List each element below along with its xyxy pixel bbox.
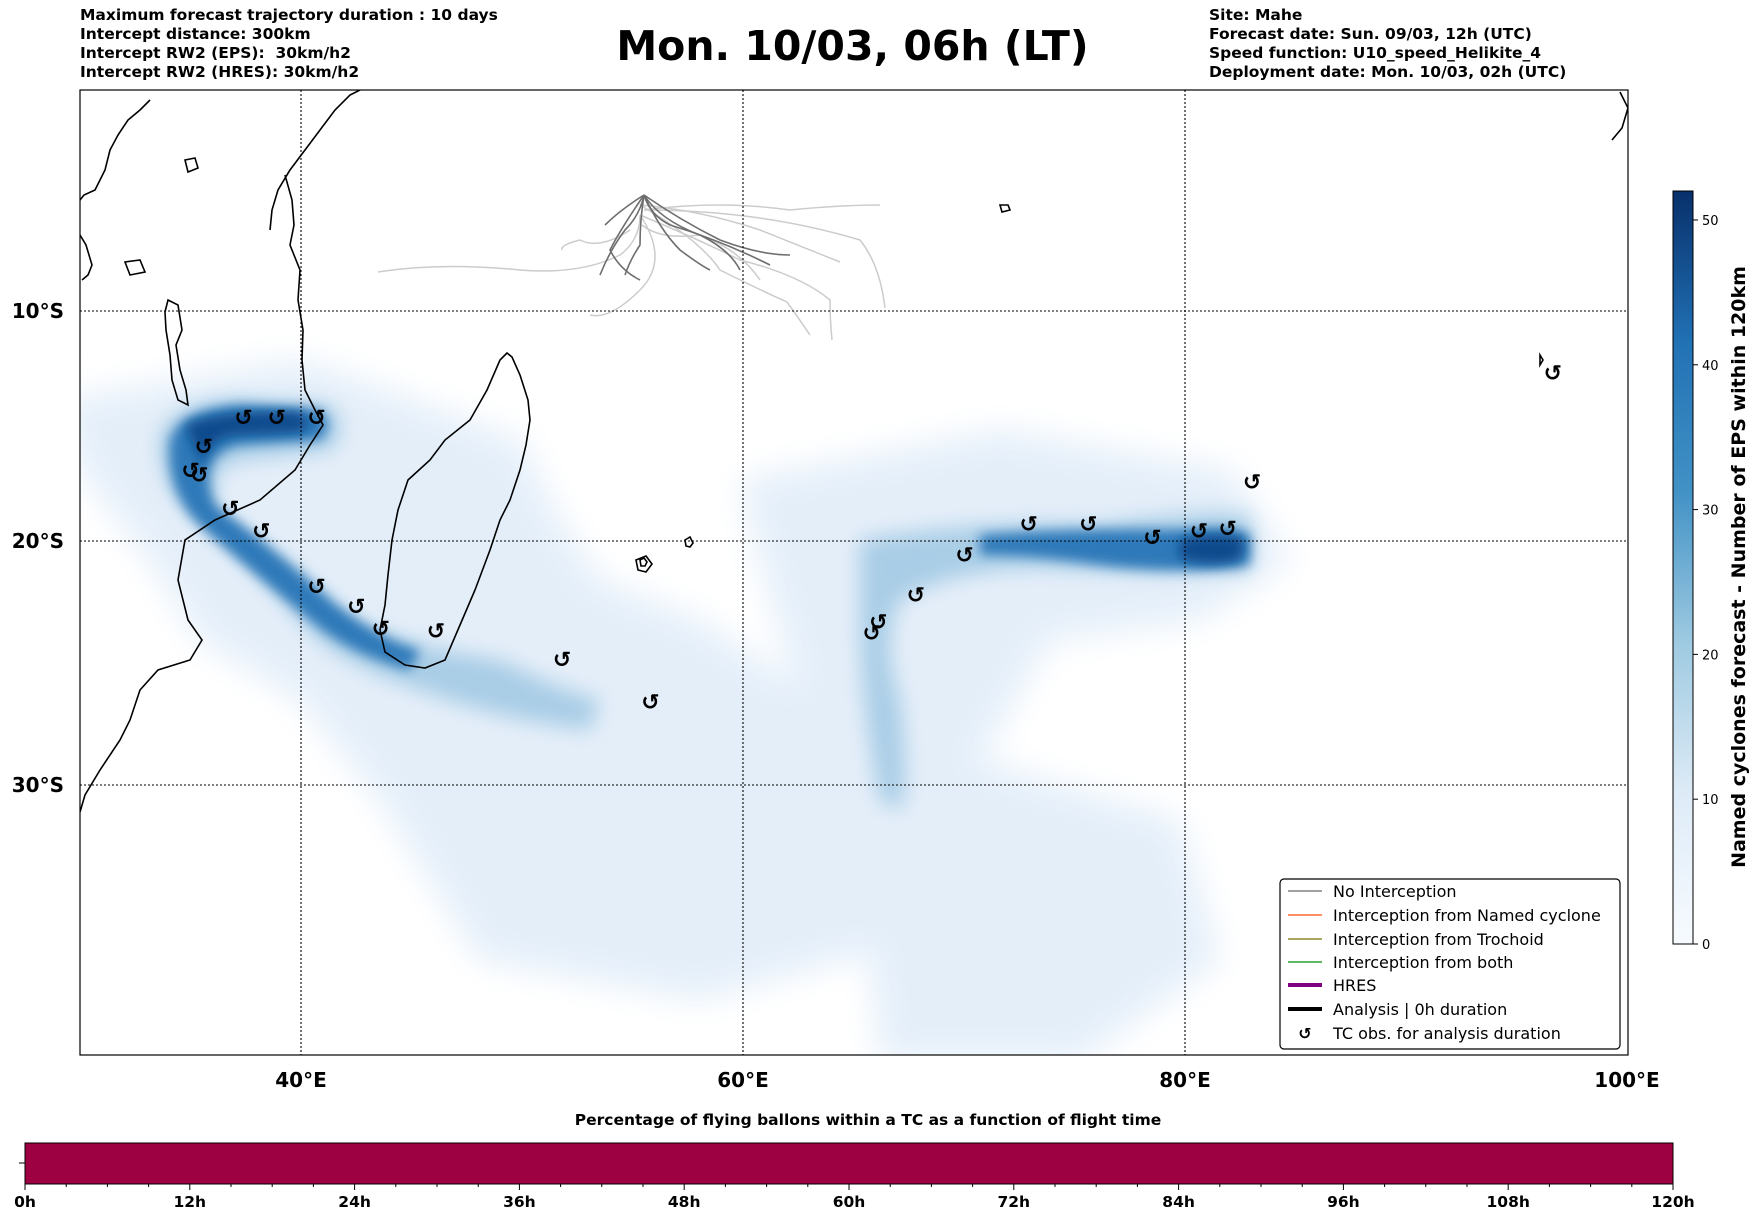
colorbar-tick-label: 10 [1702,793,1719,808]
flight-time-tick-label: 12h [173,1193,206,1211]
tc-observation-marker: ↺ [190,464,208,489]
legend-hres: HRES [1333,976,1376,995]
tc-observation-marker: ↺ [1243,470,1261,495]
tc-observation-marker: ↺ [641,691,659,716]
tc-observation-markers: ↺ ↺ ↺ ↺ ↺ ↺ ↺ ↺ ↺ ↺ ↺ ↺ ↺ ↺ ↺ ↺ ↺ ↺ ↺ ↺ ↺ ↺ ↺ ↺ ↺ [181,361,1562,715]
header-line-deployment-date: Deployment date: Mon. 10/03, 02h (UTC) [1209,63,1567,81]
colorbar-tick-label: 20 [1702,648,1719,663]
coastlines [80,90,1628,813]
header-line-intercept-distance: Intercept distance: 300km [80,25,311,43]
tc-observation-marker: ↺ [307,406,325,431]
colorbar-tick-label: 0 [1702,938,1710,953]
colorbar-label: Named cyclones forecast - Number of EPS … [1728,266,1750,868]
tc-observation-marker: ↺ [372,617,390,642]
tc-observation-marker: ↺ [195,435,213,460]
tc-observation-marker: ↺ [1019,513,1037,538]
colorbar-tick-label: 50 [1702,214,1719,229]
tc-observation-marker: ↺ [234,406,252,431]
cyclone-density-field [80,360,1290,1055]
tc-observation-marker: ↺ [869,610,887,635]
legend-no-interception: No Interception [1333,882,1457,901]
flight-time-tick-label: 96h [1327,1193,1360,1211]
flight-time-tick-label: 36h [503,1193,536,1211]
flight-time-bar: Percentage of flying ballons within a TC… [14,1111,1695,1211]
legend-analysis: Analysis | 0h duration [1333,1000,1507,1019]
lon-label-40e: 40°E [275,1068,327,1092]
flight-time-tick-label: 60h [833,1193,866,1211]
tc-observation-marker: ↺ [1544,361,1562,386]
lon-label-60e: 60°E [717,1068,769,1092]
header-line-rw2-hres: Intercept RW2 (HRES): 30km/h2 [80,63,360,81]
flight-time-tick-label: 72h [997,1193,1030,1211]
tc-observation-marker: ↺ [907,584,925,609]
hres-trajectories [599,194,791,281]
tc-observation-marker: ↺ [427,619,445,644]
map-frame [79,89,1629,1056]
tc-observation-marker: ↺ [268,406,286,431]
tc-observation-marker: ↺ [221,497,239,522]
lat-label-20s: 20°S [12,529,64,553]
legend-tc-symbol: ↺ [1298,1024,1311,1043]
tc-observation-marker: ↺ [347,595,365,620]
tc-observation-marker: ↺ [307,575,325,600]
tc-observation-marker: ↺ [1190,519,1208,544]
colorbar-gradient [1672,190,1694,945]
flight-time-tick-label: 24h [338,1193,371,1211]
legend-tc-obs: TC obs. for analysis duration [1332,1024,1561,1043]
flight-time-bar-ticks: 0h 12h 24h 36h 48h 60h 72h 84h 96h 108h 120h [14,1184,1695,1211]
lat-label-30s: 30°S [12,773,64,797]
header-info-left: Maximum forecast trajectory duration : 1… [80,6,498,82]
tc-observation-marker: ↺ [1218,517,1236,542]
header-info-right: Site: Mahe Forecast date: Sun. 09/03, 12… [1209,6,1566,82]
no-interception-trajectories [377,204,886,341]
header-line-forecast-date: Forecast date: Sun. 09/03, 12h (UTC) [1209,25,1532,43]
tc-observation-marker: ↺ [553,648,571,673]
colorbar-ticks: 0 10 20 30 40 50 [1693,214,1719,953]
colorbar: 0 10 20 30 40 50 Named cyclones forecast - Nu… [1672,190,1750,953]
header-line-rw2-eps: Intercept RW2 (EPS): 30km/h2 [80,44,351,62]
flight-time-tick-label: 84h [1162,1193,1195,1211]
map-title: Mon. 10/03, 06h (LT) [616,22,1089,70]
lon-label-80e: 80°E [1159,1068,1211,1092]
colorbar-tick-label: 30 [1702,504,1719,519]
map-legend: No Interception Interception from Named … [1279,878,1621,1050]
longitude-tick-labels: 40°E 60°E 80°E 100°E [275,1068,1659,1092]
latitude-tick-labels: 10°S 20°S 30°S [12,299,64,797]
tc-observation-marker: ↺ [252,519,270,544]
header-line-speed-function: Speed function: U10_speed_Helikite_4 [1209,44,1542,62]
flight-time-bar-title: Percentage of flying ballons within a TC… [575,1111,1162,1129]
legend-both: Interception from both [1333,953,1513,972]
legend-named-cyclone: Interception from Named cyclone [1333,906,1601,925]
flight-time-tick-label: 48h [668,1193,701,1211]
tc-observation-marker: ↺ [955,544,973,569]
tc-observation-marker: ↺ [181,459,199,484]
tc-observation-marker: ↺ [1143,526,1161,551]
header-line-site: Site: Mahe [1209,6,1303,24]
lon-label-100e: 100°E [1594,1068,1659,1092]
tc-observation-marker: ↺ [862,622,880,647]
flight-time-tick-label: 108h [1487,1193,1530,1211]
header-line-duration: Maximum forecast trajectory duration : 1… [80,6,498,24]
flight-time-bar-fill [24,1142,1674,1185]
graticule [80,90,1628,1055]
flight-time-tick-label: 120h [1651,1193,1694,1211]
colorbar-tick-label: 40 [1702,359,1719,374]
tc-observation-marker: ↺ [1079,513,1097,538]
legend-trochoid: Interception from Trochoid [1333,930,1544,949]
flight-time-tick-label: 0h [14,1193,36,1211]
lat-label-10s: 10°S [12,299,64,323]
